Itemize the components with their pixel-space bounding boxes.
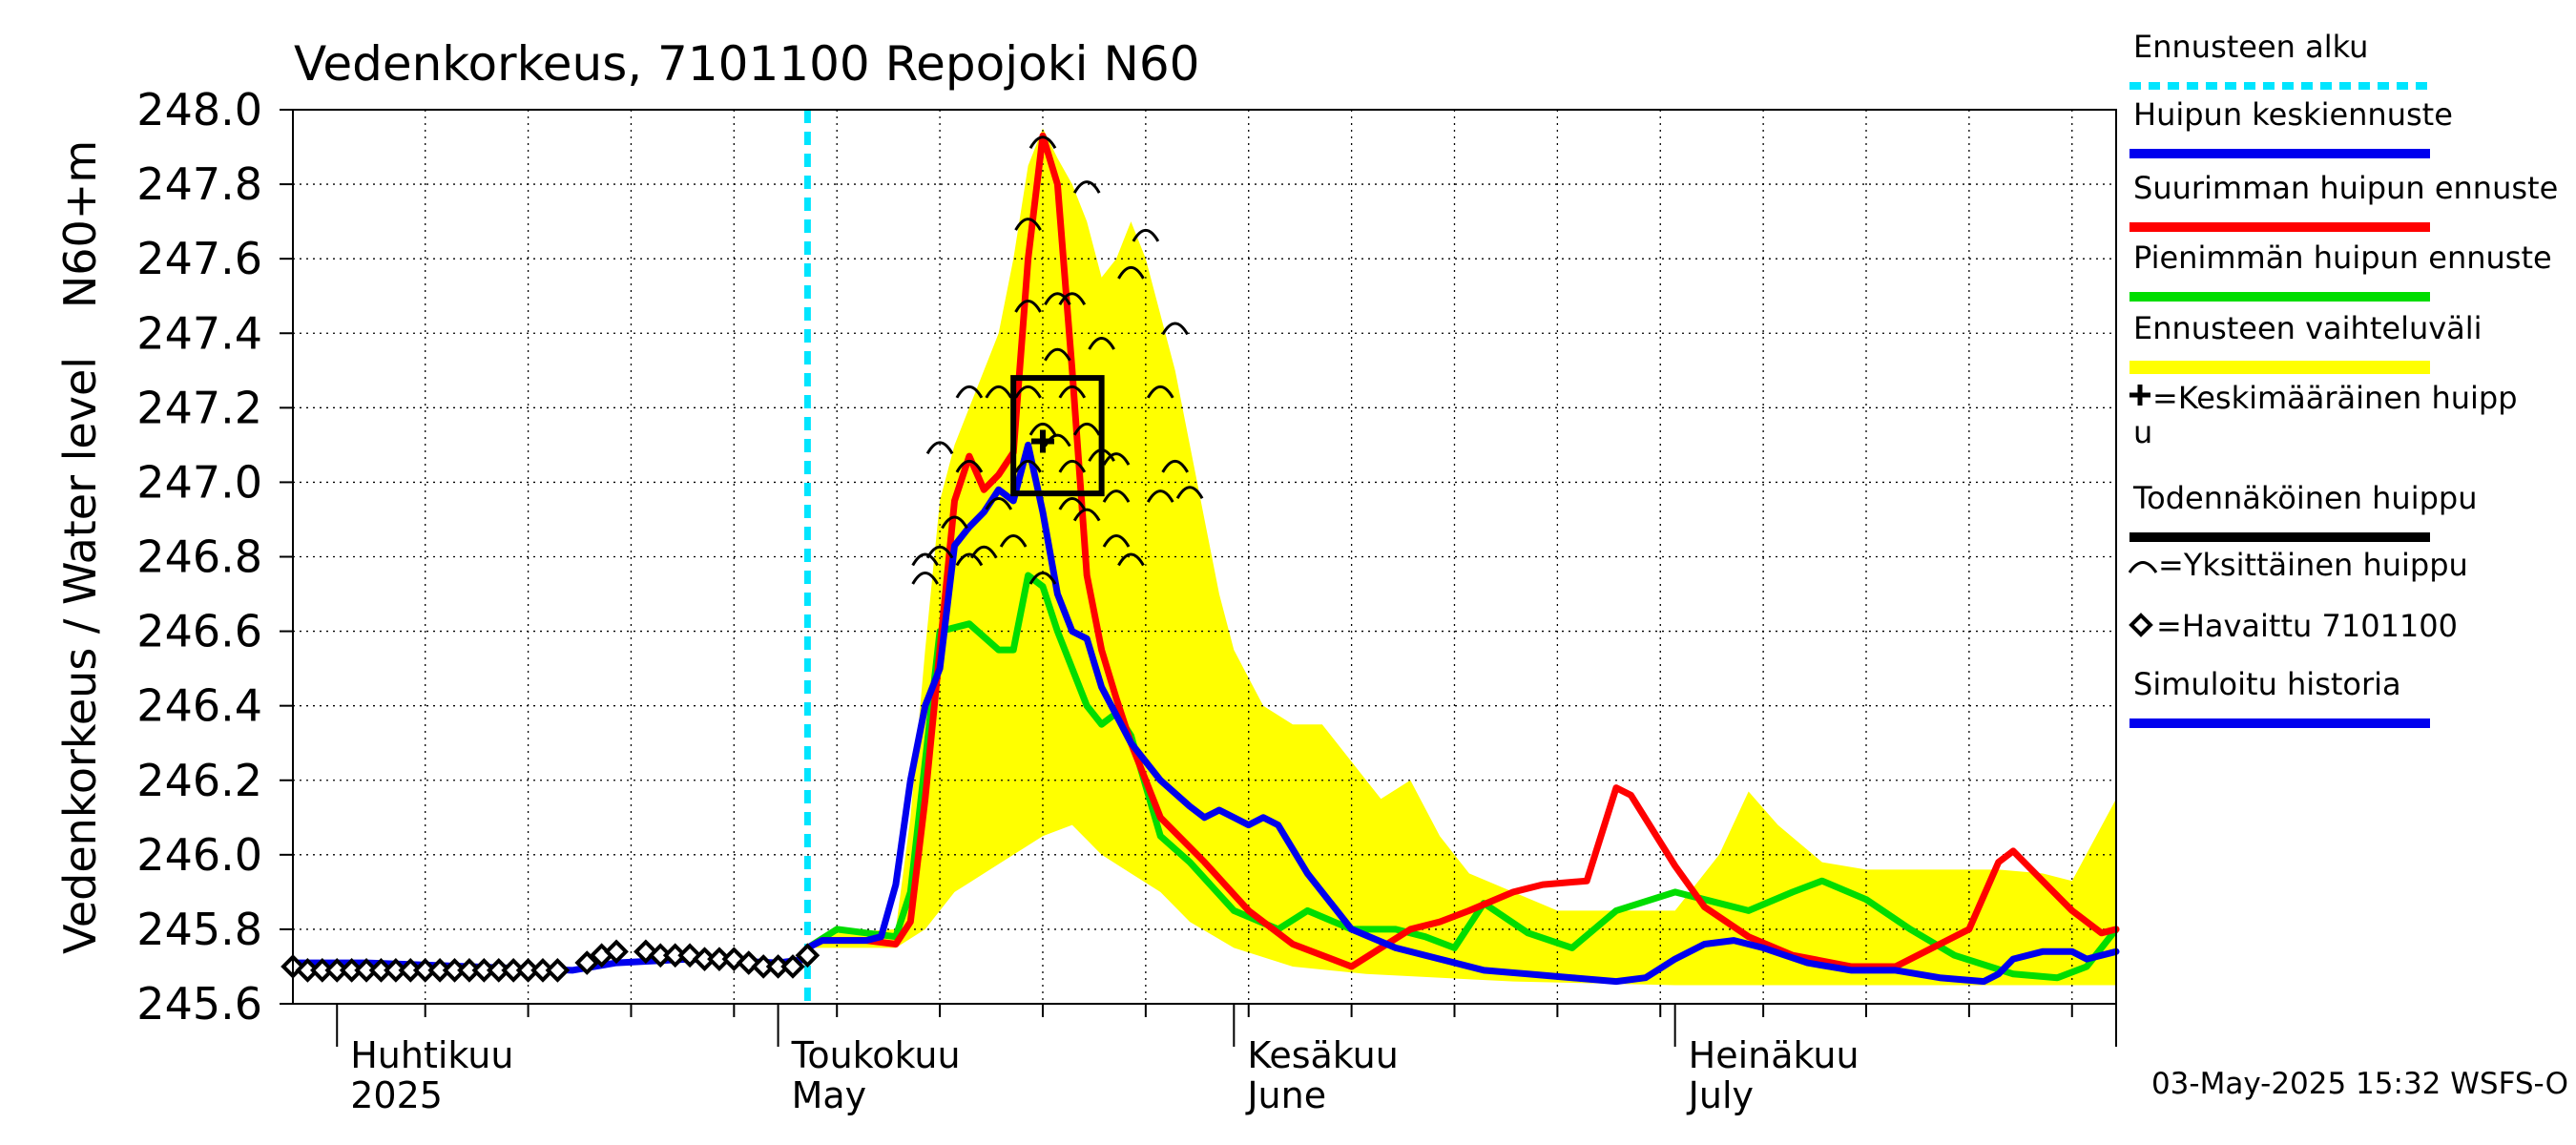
single-peak-marker: [1161, 459, 1189, 473]
single-peak-marker: [955, 459, 984, 473]
mean-peak-forecast-line: [803, 441, 2120, 986]
single-peak-marker: [1028, 572, 1057, 585]
y-tick-label: 246.2: [136, 755, 262, 806]
single-peak-marker: [1014, 218, 1042, 231]
legend-label: =Keskimääräinen huipp: [2152, 380, 2518, 416]
legend-label-cont: u: [2133, 414, 2152, 450]
y-tick-label: 248.0: [136, 84, 262, 135]
single-peak-marker: [911, 572, 939, 585]
axes: 245.6 245.8 246.0 246.2 246.4 246.6 246.8 247.0…: [136, 84, 2117, 1116]
y-tick-label: 246.4: [136, 680, 262, 732]
single-peak-marker: [1146, 385, 1174, 399]
legend-arc-icon: [2128, 561, 2158, 573]
legend-label: =Yksittäinen huippu: [2158, 547, 2468, 583]
legend-label: =Havaittu 7101100: [2156, 608, 2458, 644]
y-tick-label: 247.8: [136, 158, 262, 210]
single-peak-marker: [925, 545, 954, 559]
y-axis-label-unit: N60+m: [54, 140, 106, 308]
x-month-label-fi: Kesäkuu: [1247, 1034, 1399, 1076]
x-month-label-en: May: [792, 1074, 867, 1116]
y-axis-label: Vedenkorkeus / Water level: [54, 357, 106, 954]
legend-plus-icon: [2129, 385, 2150, 406]
single-peak-marker: [1102, 534, 1131, 548]
single-peak-marker: [1028, 422, 1057, 436]
y-tick-label: 245.8: [136, 904, 262, 955]
legend-label: Ennusteen alku: [2133, 29, 2368, 65]
observed-point: [545, 958, 571, 983]
mean-peak-marker: [1030, 429, 1054, 453]
single-peak-marker: [1058, 292, 1087, 305]
x-month-label-fi: Toukokuu: [791, 1034, 961, 1076]
y-tick-label: 247.6: [136, 233, 262, 284]
single-peak-marker: [1102, 452, 1131, 466]
single-peak-marker: [911, 552, 939, 567]
observed-point: [604, 939, 629, 965]
legend-label: Pienimmän huipun ennuste: [2133, 239, 2552, 276]
x-month-label-en: July: [1687, 1074, 1754, 1116]
y-tick-label: 246.8: [136, 531, 262, 583]
single-peak-marker: [1044, 292, 1071, 305]
single-peak-marker: [1072, 508, 1101, 522]
legend-label: Simuloitu historia: [2133, 666, 2401, 702]
x-month-label-en: June: [1245, 1074, 1326, 1116]
single-peak-marker: [1014, 385, 1042, 399]
single-peak-marker: [1058, 459, 1087, 473]
legend-label: Todennäköinen huippu: [2132, 480, 2478, 516]
single-peak-marker: [1161, 322, 1189, 336]
single-peak-marker: [1088, 337, 1115, 350]
x-month-label-en: 2025: [350, 1074, 443, 1116]
single-peak-marker: [1058, 385, 1087, 399]
single-peak-marker: [970, 545, 998, 559]
observed-point: [780, 954, 805, 979]
single-peak-marker: [1072, 422, 1101, 436]
x-month-label-fi: Heinäkuu: [1689, 1034, 1859, 1076]
single-peak-marker: [1117, 552, 1145, 567]
single-peak-marker: [1014, 459, 1042, 473]
footer-timestamp: 03-May-2025 15:32 WSFS-O: [2151, 1067, 2568, 1101]
legend: Ennusteen alku Huipun keskiennuste Suurimm…: [2128, 29, 2558, 728]
y-tick-label: 246.6: [136, 606, 262, 657]
single-peak-marker: [955, 385, 984, 399]
single-peak-marker: [1072, 180, 1101, 194]
min-peak-forecast-line: [803, 572, 2120, 982]
y-tick-label: 247.2: [136, 382, 262, 433]
likely-peak-box: [1010, 375, 1105, 497]
single-peak-marker: [941, 515, 968, 530]
y-tick-label: 247.4: [136, 307, 262, 359]
single-peak-marker: [1028, 135, 1057, 150]
single-peak-marker: [1175, 486, 1204, 499]
single-peak-marker: [999, 534, 1028, 548]
y-tick-label: 246.0: [136, 829, 262, 881]
single-peak-marker: [1058, 496, 1087, 510]
forecast-range-band: [807, 128, 2116, 986]
single-peak-marker: [985, 385, 1013, 399]
chart-title: Vedenkorkeus, 7101100 Repojoki N60: [294, 36, 1199, 92]
y-tick-label: 245.6: [136, 978, 262, 1030]
x-month-label-fi: Huhtikuu: [350, 1034, 513, 1076]
legend-label: Huipun keskiennuste: [2133, 96, 2453, 133]
single-peak-marker: [955, 552, 984, 567]
single-peak-marker: [1146, 489, 1174, 503]
legend-diamond-icon: [2129, 613, 2153, 637]
plot-area: [280, 109, 2120, 1005]
single-peak-marker: [1014, 300, 1042, 313]
max-peak-forecast-line: [803, 132, 2120, 970]
legend-label: Ennusteen vaihteluväli: [2133, 310, 2483, 346]
legend-label: Suurimman huipun ennuste: [2133, 170, 2558, 206]
single-peak-marker: [1102, 489, 1131, 503]
single-peak-marker: [1044, 347, 1071, 362]
single-peak-marker: [985, 496, 1013, 510]
observed-point: [795, 943, 821, 968]
y-tick-label: 247.0: [136, 456, 262, 508]
single-peak-marker: [1117, 265, 1145, 280]
observed-point: [574, 950, 600, 975]
single-peak-marker: [1132, 228, 1160, 242]
single-peak-marker: [925, 441, 954, 455]
